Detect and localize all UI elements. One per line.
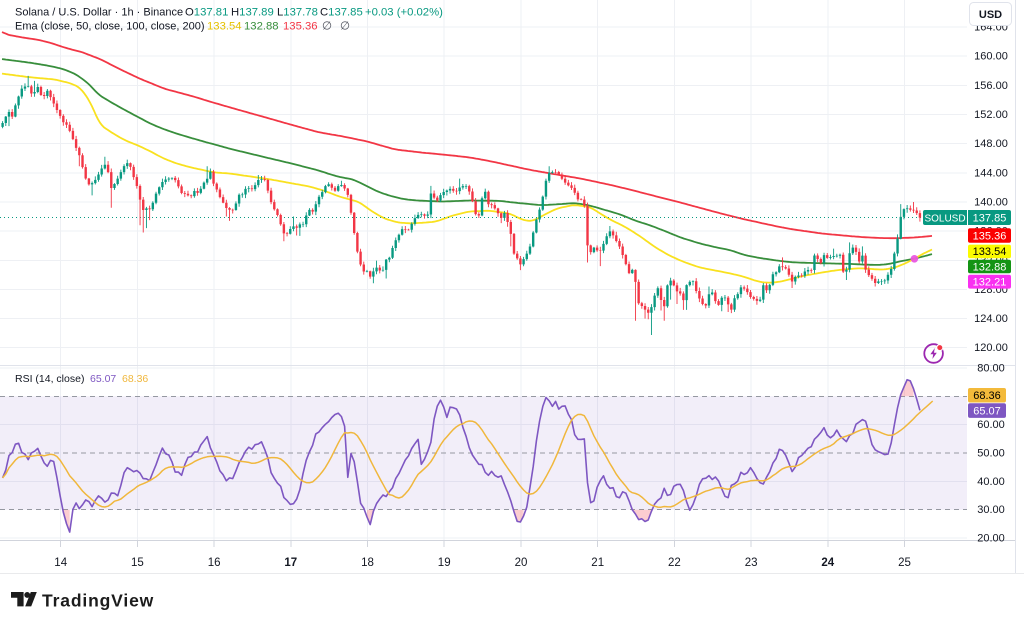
svg-text:L137.78: L137.78	[277, 7, 318, 19]
svg-text:133.54: 133.54	[973, 246, 1007, 258]
svg-text:O137.81: O137.81	[185, 7, 228, 19]
svg-text:16: 16	[208, 557, 221, 569]
svg-text:30.00: 30.00	[977, 504, 1005, 516]
svg-text:50.00: 50.00	[977, 448, 1005, 460]
svg-text:135.36: 135.36	[283, 21, 318, 33]
svg-text:20.00: 20.00	[977, 533, 1005, 545]
svg-text:132.88: 132.88	[973, 261, 1007, 273]
svg-text:160.00: 160.00	[974, 51, 1008, 63]
svg-text:C137.85: C137.85	[320, 7, 363, 19]
svg-text:+0.03 (+0.02%): +0.03 (+0.02%)	[365, 7, 443, 19]
svg-text:65.07: 65.07	[90, 373, 116, 385]
svg-text:14: 14	[54, 557, 67, 569]
svg-text:144.00: 144.00	[974, 167, 1008, 179]
svg-text:120.00: 120.00	[974, 342, 1008, 354]
svg-text:TradingView: TradingView	[42, 591, 154, 611]
svg-text:17: 17	[284, 557, 297, 569]
svg-text:23: 23	[745, 557, 758, 569]
svg-text:133.54: 133.54	[207, 21, 242, 33]
svg-text:68.36: 68.36	[973, 390, 1001, 402]
svg-text:19: 19	[438, 557, 451, 569]
svg-text:15: 15	[131, 557, 144, 569]
svg-text:∅: ∅	[340, 21, 350, 33]
svg-text:∅: ∅	[322, 21, 332, 33]
svg-text:24: 24	[821, 557, 834, 569]
svg-text:68.36: 68.36	[122, 373, 148, 385]
svg-text:148.00: 148.00	[974, 138, 1008, 150]
svg-text:80.00: 80.00	[977, 363, 1005, 375]
svg-text:60.00: 60.00	[977, 419, 1005, 431]
svg-text:Ema (close, 50, close, 100, cl: Ema (close, 50, close, 100, close, 200)	[15, 21, 205, 33]
svg-text:40.00: 40.00	[977, 476, 1005, 488]
svg-text:140.00: 140.00	[974, 196, 1008, 208]
svg-text:65.07: 65.07	[973, 405, 1001, 417]
svg-text:20: 20	[515, 557, 528, 569]
svg-text:RSI (14, close): RSI (14, close)	[15, 373, 84, 385]
svg-text:132.88: 132.88	[244, 21, 279, 33]
svg-text:124.00: 124.00	[974, 313, 1008, 325]
svg-text:18: 18	[361, 557, 374, 569]
svg-text:132.21: 132.21	[973, 276, 1007, 288]
svg-text:25: 25	[898, 557, 911, 569]
svg-text:152.00: 152.00	[974, 109, 1008, 121]
svg-text:H137.89: H137.89	[231, 7, 274, 19]
svg-text:21: 21	[591, 557, 604, 569]
svg-text:137.85: 137.85	[973, 213, 1007, 225]
svg-text:22: 22	[668, 557, 681, 569]
svg-text:135.36: 135.36	[973, 230, 1007, 242]
svg-text:156.00: 156.00	[974, 80, 1008, 92]
svg-text:USD: USD	[979, 9, 1002, 21]
svg-text:SOLUSD: SOLUSD	[924, 213, 965, 224]
svg-text:Solana / U.S. Dollar · 1h · Bi: Solana / U.S. Dollar · 1h · Binance	[15, 7, 183, 19]
